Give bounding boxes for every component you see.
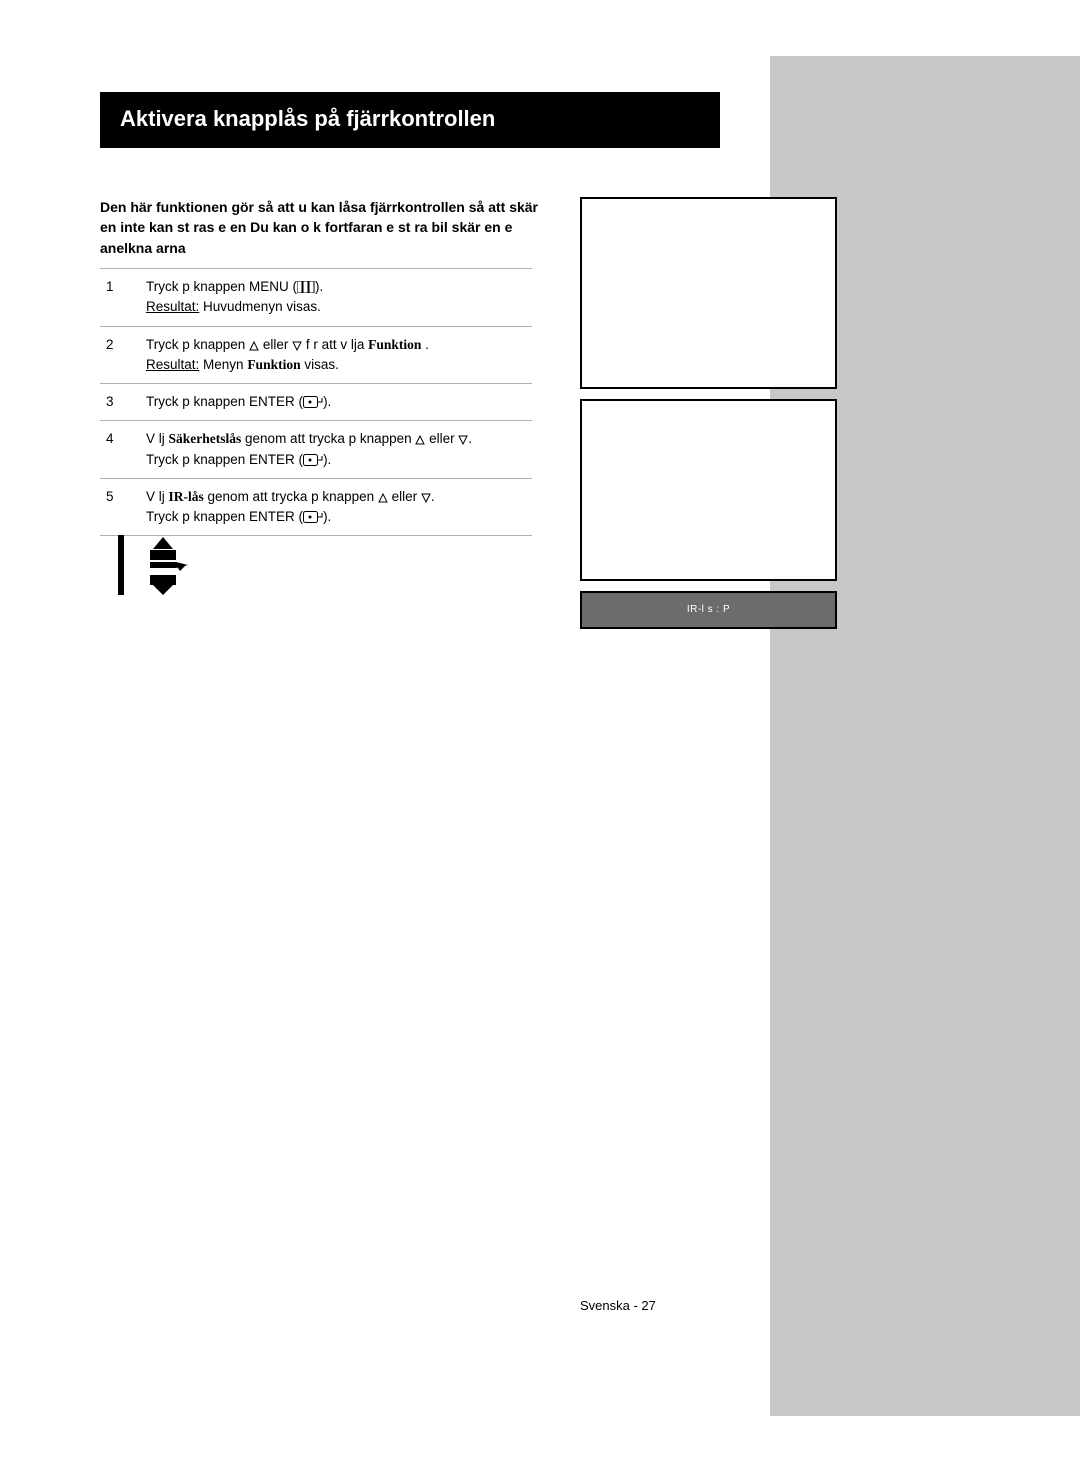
step-row: 4V lj Säkerhetslås genom att trycka p kn…: [100, 420, 532, 478]
title-bar: Aktivera knapplås på fjärrkontrollen: [100, 92, 720, 148]
enter-icon: [303, 396, 323, 408]
step-body: Tryck p knappen eller f r att v lja Funk…: [146, 335, 532, 376]
down-arrow-icon: [458, 435, 468, 445]
up-arrow-icon: [378, 493, 388, 503]
down-arrow-icon: [292, 341, 302, 351]
enter-icon: [303, 511, 323, 523]
step-number: 2: [100, 335, 146, 376]
step-row: 5V lj IR-lås genom att trycka p knappen …: [100, 478, 532, 537]
step-number: 3: [100, 392, 146, 412]
up-arrow-icon: [249, 341, 259, 351]
page-number: Svenska - 27: [580, 1298, 656, 1313]
step-body: Tryck p knappen MENU ().Resultat: Huvudm…: [146, 277, 532, 318]
osd-status-bar: IR-l s : P: [580, 591, 837, 629]
step-number: 4: [100, 429, 146, 470]
menu-screenshot-1: [580, 197, 837, 389]
step-number: 5: [100, 487, 146, 528]
step-row: 3Tryck p knappen ENTER ().: [100, 383, 532, 420]
step-row: 1Tryck p knappen MENU ().Resultat: Huvud…: [100, 268, 532, 326]
step-body: V lj IR-lås genom att trycka p knappen e…: [146, 487, 532, 528]
steps-list: 1Tryck p knappen MENU ().Resultat: Huvud…: [100, 268, 532, 536]
step-row: 2Tryck p knappen eller f r att v lja Fun…: [100, 326, 532, 384]
osd-status-text: IR-l s : P: [582, 593, 835, 627]
remote-control-icon: [108, 535, 228, 595]
menu-icon: [297, 281, 315, 293]
step-body: V lj Säkerhetslås genom att trycka p kna…: [146, 429, 532, 470]
step-body: Tryck p knappen ENTER ().: [146, 392, 532, 412]
intro-paragraph: Den här funktionen gör så att u kan låsa…: [100, 197, 540, 258]
page-title: Aktivera knapplås på fjärrkontrollen: [102, 94, 718, 144]
up-arrow-icon: [415, 435, 425, 445]
step-number: 1: [100, 277, 146, 318]
enter-icon: [303, 454, 323, 466]
menu-screenshot-2: [580, 399, 837, 581]
down-arrow-icon: [421, 493, 431, 503]
